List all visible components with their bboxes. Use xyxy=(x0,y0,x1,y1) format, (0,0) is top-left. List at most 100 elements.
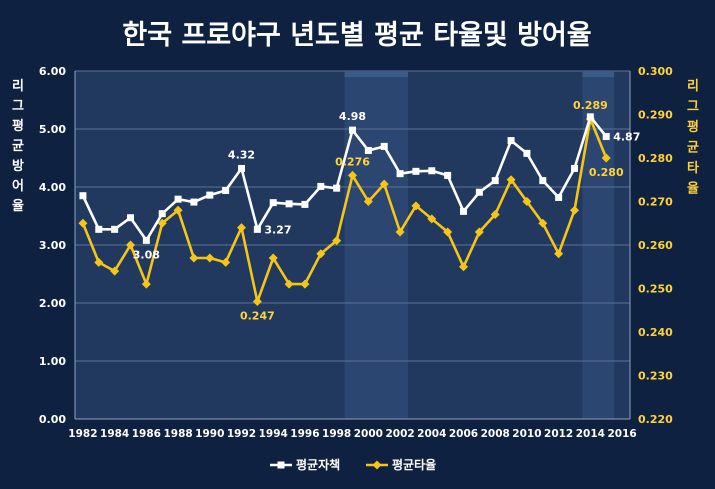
data-point xyxy=(284,279,294,289)
left-y-tick-labels: 0.00 1.00 2.00 3.00 4.00 5.00 6.00 xyxy=(39,65,66,426)
data-point xyxy=(111,225,119,233)
x-tick-label: 1998 xyxy=(322,428,351,440)
data-point xyxy=(523,149,531,157)
data-point xyxy=(300,279,310,289)
data-point xyxy=(586,113,594,121)
left-tick-label: 5.00 xyxy=(39,123,66,136)
right-tick-label: 0.300 xyxy=(638,65,673,78)
series-line xyxy=(81,117,608,303)
legend: 평균자책 평균타율 xyxy=(270,457,436,472)
right-axis-title-char: 그 xyxy=(687,100,699,115)
data-label: 3.08 xyxy=(133,248,160,261)
data-point xyxy=(78,218,88,228)
data-point xyxy=(570,205,579,215)
data-point xyxy=(490,210,500,220)
data-point xyxy=(141,279,151,289)
data-point xyxy=(459,262,468,272)
data-point xyxy=(348,170,357,180)
right-tick-label: 0.230 xyxy=(638,370,673,383)
data-point xyxy=(412,167,420,175)
data-point xyxy=(301,200,309,208)
data-point xyxy=(539,177,547,185)
data-point xyxy=(252,297,262,307)
data-point xyxy=(349,126,356,134)
data-label: 3.27 xyxy=(264,223,291,236)
data-point xyxy=(157,218,167,228)
left-tick-label: 6.00 xyxy=(39,65,66,78)
x-tick-label: 2012 xyxy=(544,428,573,440)
data-labels: 3.08 4.32 3.27 4.98 4.87 0.247 0.276 0.289 0.280 xyxy=(133,99,641,323)
x-tick-label: 2008 xyxy=(481,428,510,440)
left-tick-label: 3.00 xyxy=(39,239,66,252)
data-point xyxy=(269,199,277,207)
data-point xyxy=(507,137,515,145)
data-point xyxy=(491,177,499,185)
data-point xyxy=(396,170,404,178)
x-tick-label: 2016 xyxy=(607,428,636,440)
right-y-tick-labels: 0.220 0.230 0.240 0.250 0.260 0.270 0.280 0.290… xyxy=(638,65,673,426)
x-tick-label: 1982 xyxy=(68,428,97,440)
data-point xyxy=(538,218,548,228)
data-point xyxy=(601,153,611,163)
left-axis-title-char: 방 xyxy=(12,158,24,174)
left-axis-title-char: 리 xyxy=(12,78,24,94)
left-axis-title-char: 균 xyxy=(12,139,24,154)
era-accent xyxy=(344,72,408,77)
right-axis-title-char: 평 xyxy=(687,119,699,135)
x-tick-label: 1984 xyxy=(100,428,129,440)
data-point xyxy=(332,236,342,246)
data-point xyxy=(364,146,372,154)
right-axis-title-char: 율 xyxy=(687,181,699,197)
data-point xyxy=(268,253,278,263)
era-accent xyxy=(582,72,615,77)
data-point xyxy=(126,240,135,250)
right-axis-title-char: 균 xyxy=(687,141,699,156)
x-tick-label: 2006 xyxy=(449,428,478,440)
data-point xyxy=(95,225,103,233)
right-tick-label: 0.260 xyxy=(638,239,673,252)
x-tick-label: 2014 xyxy=(576,428,605,440)
x-tick-label: 1992 xyxy=(227,428,256,440)
data-point xyxy=(506,175,516,185)
data-point xyxy=(79,192,87,200)
legend-marker xyxy=(372,460,382,470)
data-point xyxy=(222,186,230,194)
data-point xyxy=(221,257,231,267)
data-point xyxy=(602,133,610,141)
data-point xyxy=(555,193,563,201)
data-label: 0.276 xyxy=(335,155,370,168)
data-point xyxy=(142,236,150,244)
data-label: 4.32 xyxy=(228,148,255,161)
data-point xyxy=(285,200,293,208)
data-point xyxy=(205,253,215,263)
data-point xyxy=(428,167,436,175)
x-tick-label: 2004 xyxy=(417,428,446,440)
data-point xyxy=(174,195,182,203)
right-tick-label: 0.280 xyxy=(638,152,673,165)
x-tick-label: 1996 xyxy=(290,428,319,440)
data-point xyxy=(238,164,245,172)
data-label: 4.87 xyxy=(613,131,640,144)
data-label: 0.280 xyxy=(589,166,624,179)
data-point xyxy=(189,253,199,263)
series-group xyxy=(78,113,611,307)
left-axis-title-char: 어 xyxy=(12,178,24,194)
legend-marker xyxy=(277,461,285,469)
data-label: 4.98 xyxy=(339,110,366,123)
data-point xyxy=(363,197,373,206)
chart-title: 한국 프로야구 년도별 평균 타율및 방어율 xyxy=(122,20,591,51)
data-point xyxy=(127,214,134,222)
data-point xyxy=(475,188,483,196)
right-axis-title-char: 타 xyxy=(687,160,699,176)
data-point xyxy=(571,164,578,172)
data-point xyxy=(554,249,564,259)
legend-label: 평균타율 xyxy=(392,457,436,472)
data-point xyxy=(443,227,453,237)
left-axis-title-char: 그 xyxy=(12,99,24,114)
data-point xyxy=(444,171,452,179)
x-tick-label: 2000 xyxy=(354,428,383,440)
data-point xyxy=(237,223,246,233)
left-axis-title-char: 율 xyxy=(12,198,24,214)
